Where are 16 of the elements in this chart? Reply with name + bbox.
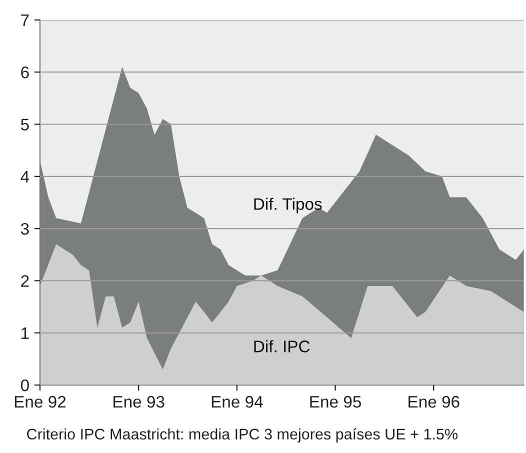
y-tick-label: 0: [20, 379, 29, 392]
y-tick-label: 2: [21, 275, 29, 287]
x-tick-label: Ene 96: [408, 396, 460, 408]
y-tick-label: 1: [22, 327, 29, 339]
x-tick-label: Ene 95: [310, 396, 361, 408]
text: Criterio IPC Maastricht: media IPC 3 mejores países UE + 1.5%: [27, 428, 458, 443]
y-tick-label: 4: [20, 170, 30, 182]
x-tick-label: Ene 94: [212, 396, 263, 408]
y-tick-label: 3: [20, 222, 29, 235]
y-tick-label: 6: [21, 66, 29, 78]
x-tick-label: Ene 93: [114, 396, 164, 408]
y-tick-label: 5: [20, 118, 29, 130]
series-label: Dif. Tipos: [254, 198, 322, 214]
y-tick-label: 7: [21, 14, 29, 26]
x-tick-label: Ene 92: [14, 396, 66, 408]
series-label: Dif. IPC: [254, 340, 310, 352]
